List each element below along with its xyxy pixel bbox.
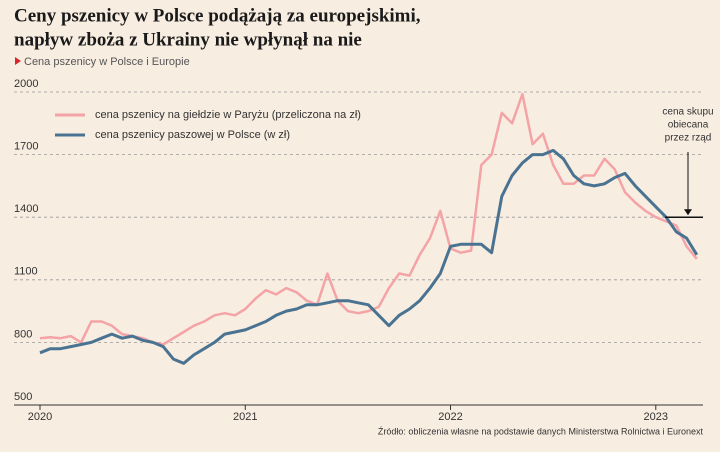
legend-label: cena pszenicy na giełdzie w Paryżu (prze… — [95, 109, 361, 121]
x-tick-label: 2022 — [438, 411, 462, 423]
chart-title: Ceny pszenicy w Polsce podążają za europ… — [14, 5, 421, 26]
y-tick-label: 800 — [14, 328, 32, 340]
source: Źródło: obliczenia własne na podstawie d… — [378, 426, 704, 436]
y-tick-label: 1400 — [14, 203, 38, 215]
annotation-arrowhead — [684, 209, 692, 216]
y-tick-label: 1100 — [14, 266, 38, 278]
chart-subtitle: Cena pszenicy w Polsce i Europie — [24, 56, 190, 68]
series-line — [39, 148, 699, 365]
annotation-text: cena skupu — [662, 107, 713, 118]
x-tick-label: 2020 — [28, 411, 52, 423]
legend-label: cena pszenicy paszowej w Polsce (w zł) — [95, 129, 290, 141]
y-tick-label: 1700 — [14, 141, 38, 153]
y-tick-label: 500 — [14, 391, 32, 403]
x-tick-label: 2021 — [233, 411, 257, 423]
subtitle-marker — [15, 57, 21, 65]
annotation-text: obiecana — [668, 120, 709, 131]
y-tick-label: 2000 — [14, 78, 38, 90]
x-tick-label: 2023 — [644, 411, 668, 423]
annotation-text: przez rząd — [665, 133, 712, 144]
chart-title: napływ zboża z Ukrainy nie wpłynął na ni… — [14, 29, 362, 50]
